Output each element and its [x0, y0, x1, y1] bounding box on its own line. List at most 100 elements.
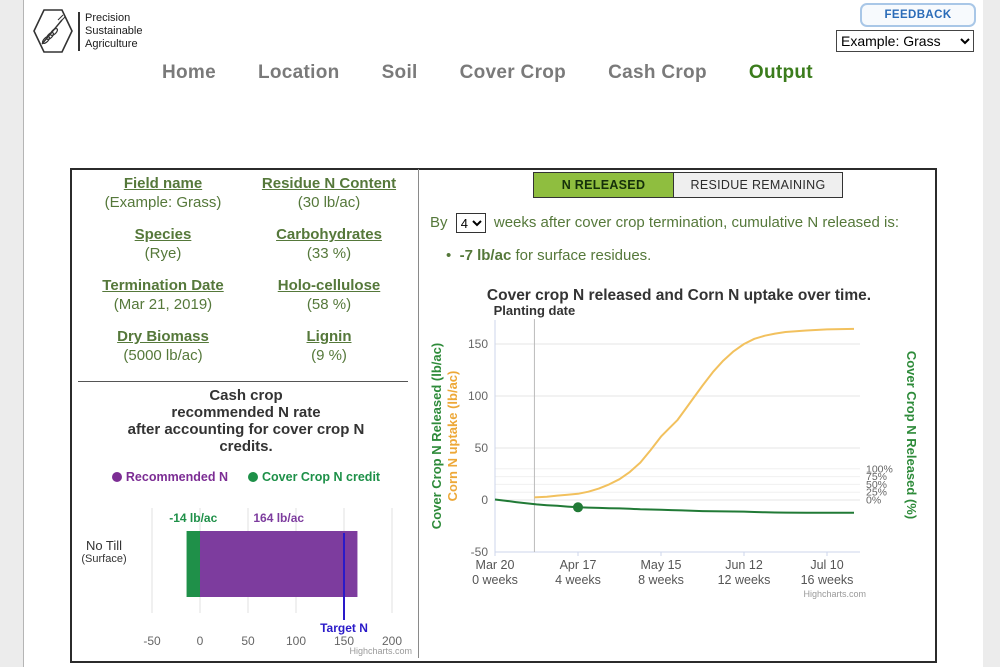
- field-summary: Field name (Example: Grass) Residue N Con…: [80, 175, 412, 379]
- legend-label: Recommended N: [125, 470, 228, 484]
- series-cover-crop-n-released[interactable]: [494, 498, 855, 514]
- y-tick-label: 50: [475, 441, 489, 455]
- field-name-value: (Example: Grass): [104, 194, 222, 211]
- holo-cellulose-value: (58 %): [306, 296, 352, 313]
- weeks-select[interactable]: 4: [455, 213, 486, 233]
- highcharts-credit[interactable]: Highcharts.com: [803, 589, 866, 599]
- y-axis-title-percent: Cover Crop N Released (%): [904, 351, 919, 519]
- y-tick-label: 0: [481, 493, 488, 507]
- nav-item-output[interactable]: Output: [748, 62, 813, 83]
- carbohydrates-value: (33 %): [306, 245, 352, 262]
- legend-dot-icon: [111, 472, 122, 482]
- legend-item-cover-crop-n-credit[interactable]: Cover Crop N credit: [248, 470, 380, 484]
- nav-item-home[interactable]: Home: [162, 62, 216, 83]
- bar-segment-cover-crop-n-credit[interactable]: [186, 531, 200, 597]
- lignin-label[interactable]: Lignin: [306, 328, 352, 345]
- nav-item-cash-crop[interactable]: Cash Crop: [608, 62, 707, 83]
- pct-tick-label: 25%: [866, 487, 887, 499]
- pct-tick-label: 100%: [866, 463, 893, 475]
- species-value: (Rye): [144, 245, 182, 262]
- field-name-label[interactable]: Field name: [123, 175, 203, 192]
- logo-text: Precision Sustainable Agriculture: [78, 11, 143, 51]
- y-axis-title-corn-uptake: Corn N uptake (lb/ac): [445, 371, 460, 502]
- bar-chart[interactable]: -50 0 50 100 150 200 -14 lb/ac 164 lb/ac Target …: [75, 488, 415, 660]
- weeks-summary: By 4 weeks after cover crop termination,…: [430, 213, 930, 233]
- lignin-value: (9 %): [311, 347, 347, 364]
- x-tick-date: Apr 17: [560, 558, 597, 572]
- field-cell: Residue N Content (30 lb/ac): [246, 175, 412, 226]
- residue-n-label[interactable]: Residue N Content: [261, 175, 397, 192]
- x-tick-weeks: 8 weeks: [638, 573, 684, 587]
- y-tick-label: 150: [468, 337, 488, 351]
- termination-date-value: (Mar 21, 2019): [113, 296, 213, 313]
- feedback-button[interactable]: FEEDBACK: [860, 3, 976, 27]
- tab-residue-remaining[interactable]: RESIDUE REMAINING: [673, 172, 843, 198]
- bar-value-label: -14 lb/ac: [169, 511, 217, 525]
- series-corn-n-uptake[interactable]: [534, 327, 855, 499]
- surface-residue-bullet: • -7 lb/ac for surface residues.: [446, 247, 651, 264]
- legend-item-recommended-n[interactable]: Recommended N: [111, 470, 228, 484]
- summary-suffix: weeks after cover crop termination, cumu…: [493, 213, 900, 231]
- pct-tick-label: 0%: [866, 495, 881, 507]
- bullet-dot-icon: •: [446, 247, 460, 264]
- target-n-label: Target N: [320, 621, 368, 635]
- tab-n-released[interactable]: N RELEASED: [533, 172, 674, 198]
- bar-category-label: No Till (Surface): [81, 538, 127, 565]
- x-tick-date: Jun 12: [725, 558, 763, 572]
- holo-cellulose-label[interactable]: Holo-cellulose: [277, 277, 381, 294]
- nav-item-soil[interactable]: Soil: [381, 62, 418, 83]
- main-nav: Home Location Soil Cover Crop Cash Crop …: [162, 62, 813, 84]
- panel-divider: [418, 169, 419, 658]
- bar-chart-title: Cash crop recommended N rate after accou…: [127, 387, 365, 455]
- x-tick-date: May 15: [641, 558, 682, 572]
- x-tick-weeks: 12 weeks: [718, 573, 771, 587]
- field-cell: Dry Biomass (5000 lb/ac): [80, 328, 246, 379]
- x-tick-date: Mar 20: [476, 558, 515, 572]
- y-tick-label: 100: [468, 389, 488, 403]
- nav-item-location[interactable]: Location: [258, 62, 340, 83]
- line-chart[interactable]: 150 100 50 0 -50 Planting date Mar 200 weeks Ap…: [425, 305, 930, 605]
- x-tick-weeks: 4 weeks: [555, 573, 601, 587]
- app-logo: Precision Sustainable Agriculture: [32, 8, 143, 54]
- legend-label: Cover Crop N credit: [262, 470, 381, 484]
- y-tick-label: -50: [471, 545, 489, 559]
- bullet-text: for surface residues.: [511, 247, 652, 264]
- field-cell: Holo-cellulose (58 %): [246, 277, 412, 328]
- x-tick-weeks: 0 weeks: [472, 573, 518, 587]
- pct-tick-label: 75%: [866, 471, 887, 483]
- bar-x-tick-label: 0: [197, 634, 204, 648]
- species-label[interactable]: Species: [134, 226, 192, 243]
- residue-n-value: (30 lb/ac): [297, 194, 361, 211]
- bar-x-tick-label: 100: [286, 634, 306, 648]
- field-cell: Species (Rye): [80, 226, 246, 277]
- line-chart-title: Cover crop N released and Corn N uptake …: [486, 287, 872, 304]
- nav-item-cover-crop[interactable]: Cover Crop: [459, 62, 567, 83]
- pct-tick-label: 50%: [866, 479, 887, 491]
- field-cell: Lignin (9 %): [246, 328, 412, 379]
- carbohydrates-label[interactable]: Carbohydrates: [276, 226, 382, 243]
- bar-x-tick-label: 50: [241, 634, 255, 648]
- bar-x-tick-label: 150: [334, 634, 354, 648]
- x-tick-weeks: 16 weeks: [801, 573, 854, 587]
- termination-date-label[interactable]: Termination Date: [102, 277, 224, 294]
- bullet-value: -7 lb/ac: [459, 247, 512, 264]
- example-select[interactable]: Example: Grass: [836, 30, 974, 52]
- section-divider: [78, 381, 408, 382]
- bar-chart-legend: Recommended N Cover Crop N credit: [80, 470, 412, 484]
- bar-value-label: 164 lb/ac: [253, 511, 304, 525]
- wheat-hexagon-icon: [33, 9, 73, 53]
- summary-prefix: By: [430, 213, 448, 231]
- field-cell: Carbohydrates (33 %): [246, 226, 412, 277]
- field-cell: Termination Date (Mar 21, 2019): [80, 277, 246, 328]
- x-tick-date: Jul 10: [810, 558, 843, 572]
- highcharts-credit[interactable]: Highcharts.com: [349, 646, 412, 656]
- bar-x-tick-label: -50: [143, 634, 161, 648]
- field-cell: Field name (Example: Grass): [80, 175, 246, 226]
- bar-segment-recommended-n[interactable]: [200, 531, 358, 597]
- series-marker[interactable]: [573, 502, 583, 513]
- dry-biomass-label[interactable]: Dry Biomass: [117, 328, 209, 345]
- dry-biomass-value: (5000 lb/ac): [123, 347, 203, 364]
- bar-x-tick-label: 200: [382, 634, 402, 648]
- y-axis-title-cover-crop: Cover Crop N Released (lb/ac): [429, 343, 444, 529]
- legend-dot-icon: [248, 472, 258, 482]
